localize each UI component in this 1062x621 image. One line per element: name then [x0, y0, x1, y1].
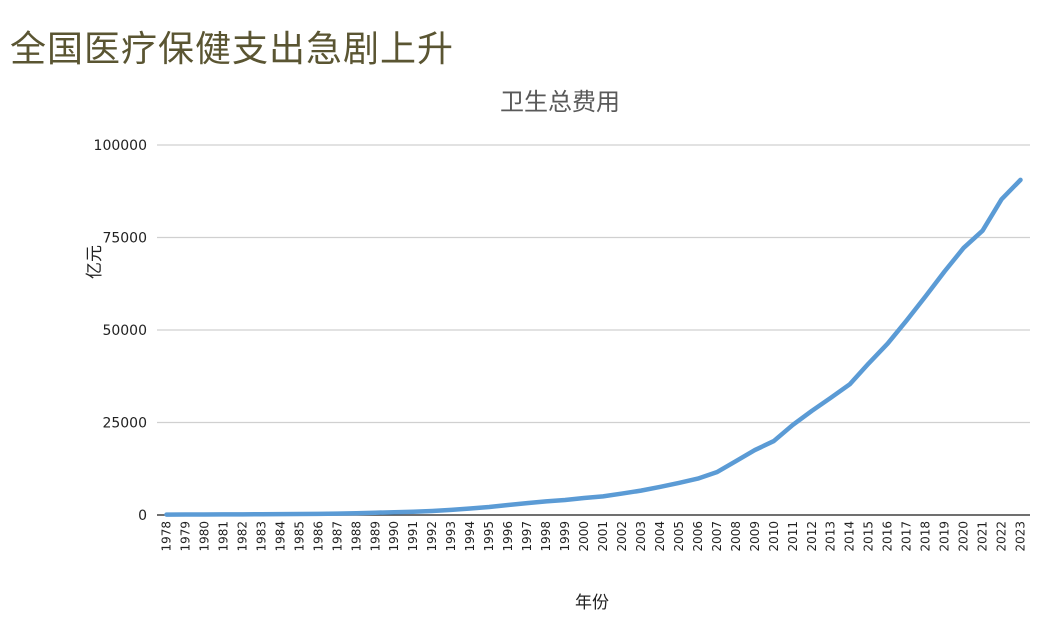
- y-tick-label: 50000: [102, 323, 147, 339]
- x-tick-label: 1996: [501, 521, 515, 552]
- x-tick-label: 1995: [482, 521, 496, 552]
- x-tick-label: 1984: [273, 521, 287, 552]
- x-tick-label: 2005: [672, 521, 686, 552]
- series-layer: [164, 177, 1023, 517]
- y-axis-ticks: 0 25000 50000 75000 100000: [94, 138, 147, 524]
- x-tick-label: 2001: [596, 521, 610, 552]
- x-tick-label: 2013: [824, 521, 838, 552]
- x-tick-label: 2011: [786, 521, 800, 552]
- y-tick-label: 100000: [94, 138, 147, 154]
- y-tick-label: 75000: [102, 231, 147, 247]
- x-tick-label: 2003: [634, 521, 648, 552]
- x-tick-label: 2022: [995, 521, 1009, 552]
- x-tick-label: 1979: [178, 521, 192, 552]
- x-tick-label: 1999: [558, 521, 572, 552]
- x-tick-label: 1987: [330, 521, 344, 552]
- x-tick-label: 2006: [691, 521, 705, 552]
- x-tick-label: 2007: [710, 521, 724, 552]
- y-tick-label: 0: [138, 508, 147, 524]
- y-tick-label: 25000: [102, 416, 147, 432]
- x-tick-label: 1978: [159, 521, 173, 552]
- series-line: [164, 177, 1023, 517]
- x-tick-label: 2009: [748, 521, 762, 552]
- x-tick-label: 1997: [520, 521, 534, 552]
- x-tick-label: 2023: [1014, 521, 1028, 552]
- x-tick-label: 2018: [919, 521, 933, 552]
- x-tick-label: 2019: [938, 521, 952, 552]
- x-tick-label: 2015: [862, 521, 876, 552]
- x-tick-label: 1983: [254, 521, 268, 552]
- page-heading: 全国医疗保健支出急剧上升: [10, 29, 455, 70]
- chart-title: 卫生总费用: [500, 88, 620, 116]
- x-tick-label: 1992: [425, 521, 439, 552]
- x-tick-label: 2010: [767, 521, 781, 552]
- x-tick-label: 2008: [729, 521, 743, 552]
- x-tick-label: 2012: [805, 521, 819, 552]
- x-tick-label: 2000: [577, 521, 591, 552]
- x-tick-label: 2021: [976, 521, 990, 552]
- x-tick-label: 1993: [444, 521, 458, 552]
- x-tick-label: 1985: [292, 521, 306, 552]
- x-tick-label: 1989: [368, 521, 382, 552]
- x-tick-label: 2004: [653, 521, 667, 552]
- y-axis-label: 亿元: [85, 245, 105, 279]
- x-tick-label: 2016: [881, 521, 895, 552]
- x-tick-label: 1990: [387, 521, 401, 552]
- x-tick-label: 2017: [900, 521, 914, 552]
- x-tick-label: 2020: [957, 521, 971, 552]
- x-tick-label: 1994: [463, 521, 477, 552]
- x-tick-label: 2002: [615, 521, 629, 552]
- x-tick-label: 1986: [311, 521, 325, 552]
- x-tick-label: 1982: [235, 521, 249, 552]
- x-tick-label: 1980: [197, 521, 211, 552]
- x-tick-label: 1988: [349, 521, 363, 552]
- x-tick-label: 1981: [216, 521, 230, 552]
- x-tick-label: 2014: [843, 521, 857, 552]
- x-tick-label: 1991: [406, 521, 420, 552]
- x-tick-label: 1998: [539, 521, 553, 552]
- x-axis-label: 年份: [575, 593, 609, 613]
- x-axis-ticks: 1978 1979 1980 1981 1982 1983 1984 1985 1986 1987…: [159, 521, 1027, 552]
- gridlines: [157, 144, 1030, 424]
